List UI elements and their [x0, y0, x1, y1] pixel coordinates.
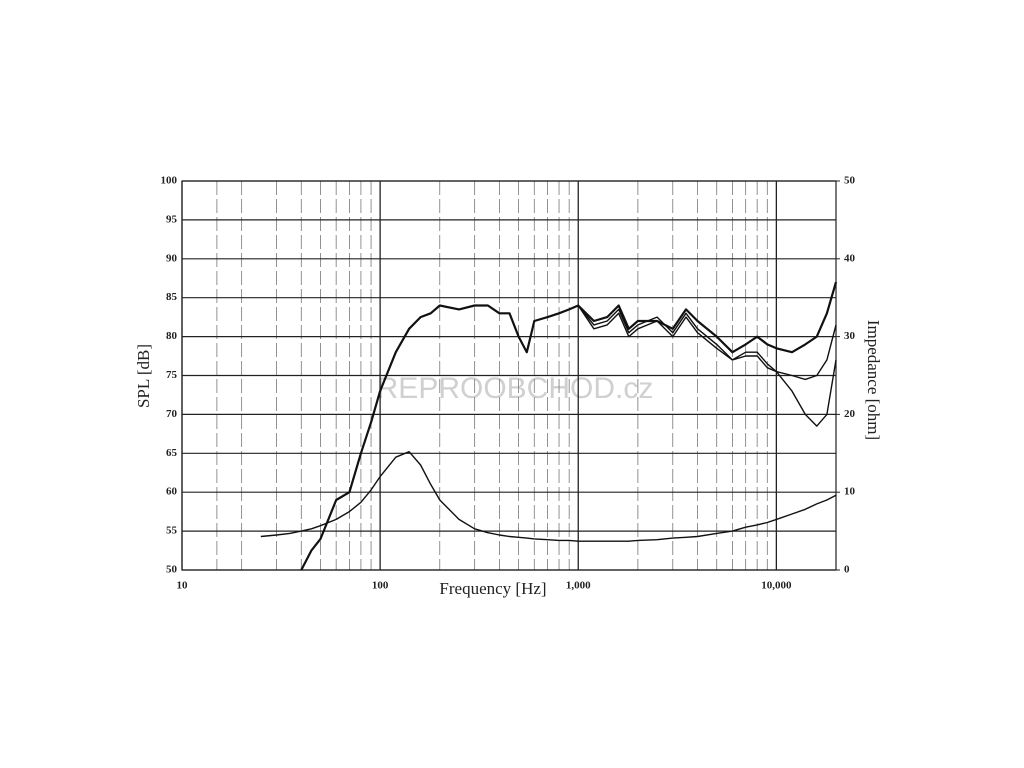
y-tick-label: 100	[161, 175, 178, 187]
y2-tick-label: 0	[844, 564, 850, 576]
watermark: REPROOBCHOD.cz	[377, 372, 654, 405]
y2-tick-label: 30	[844, 330, 856, 342]
y-tick-label: 65	[166, 447, 178, 459]
series-line	[577, 305, 837, 381]
y-tick-label: 90	[166, 252, 178, 264]
y-tick-label: 80	[166, 330, 178, 342]
x-tick-label: 100	[372, 580, 389, 592]
y-tick-label: 55	[166, 525, 178, 537]
x-axis-label: Frequency [Hz]	[439, 579, 546, 598]
x-tick-label: 10	[177, 580, 189, 592]
series-line	[300, 281, 838, 571]
x-tick-label: 1,000	[566, 580, 591, 592]
y-tick-label: 60	[166, 486, 178, 498]
y2-tick-label: 50	[844, 175, 856, 187]
y-axis-label: SPL [dB]	[134, 344, 153, 408]
y-tick-label: 50	[166, 564, 178, 576]
y2-tick-label: 40	[844, 252, 856, 264]
plot-frame	[181, 180, 837, 571]
y2-tick-label: 20	[844, 408, 856, 420]
y2-axis-label: Impedance [ohm]	[864, 320, 883, 440]
y-tick-label: 95	[166, 213, 178, 225]
y-tick-label: 70	[166, 408, 178, 420]
series-line	[260, 451, 837, 542]
x-tick-label: 10,000	[761, 580, 792, 592]
y2-tick-label: 10	[844, 486, 856, 498]
y-tick-label: 85	[166, 291, 178, 303]
y-tick-label: 75	[166, 369, 178, 381]
series-line	[577, 305, 837, 427]
